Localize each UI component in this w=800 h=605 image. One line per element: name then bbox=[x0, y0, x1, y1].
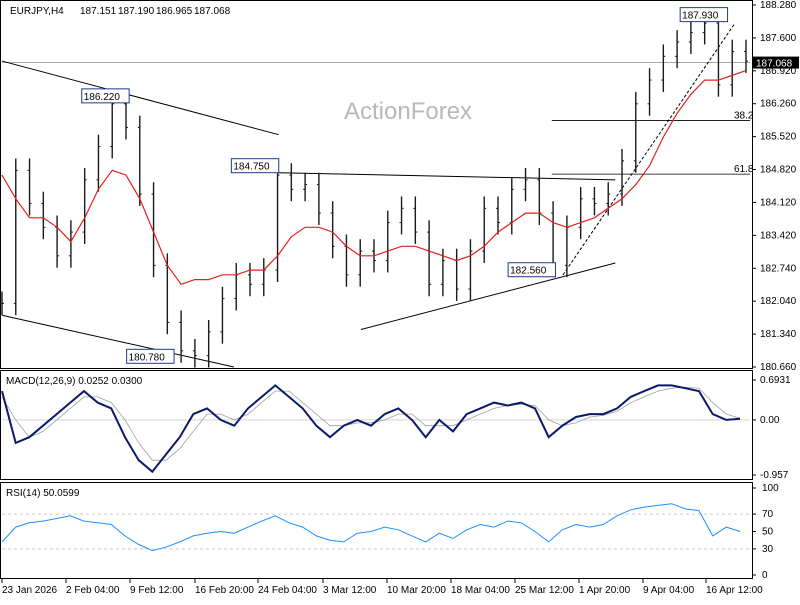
symbol-label: EURJPY,H4 bbox=[10, 6, 64, 17]
price-ytick-label: 188.280 bbox=[760, 0, 797, 11]
fib-label-0: 38.2 bbox=[734, 110, 754, 121]
xtick-label: 16 Apr 12:00 bbox=[706, 585, 763, 596]
macd-label: MACD(12,26,9) 0.0252 0.0300 bbox=[6, 376, 143, 387]
last-price-tag bbox=[753, 56, 799, 69]
xtick-label: 16 Feb 20:00 bbox=[195, 585, 254, 596]
last-price-tag-label: 187.068 bbox=[756, 59, 793, 70]
macd-ytick-label: 0.00 bbox=[760, 415, 780, 426]
rsi-line bbox=[1, 503, 741, 552]
ohlc-close: 187.068 bbox=[194, 6, 231, 17]
trendline-0 bbox=[1, 60, 279, 136]
xtick-label: 2 Feb 04:00 bbox=[66, 585, 120, 596]
price-header: EURJPY,H4 187.151 187.190 186.965 187.06… bbox=[10, 6, 231, 17]
annotation-label-2: 184.750 bbox=[233, 162, 270, 173]
xtick-label: 18 Mar 04:00 bbox=[451, 585, 510, 596]
ohlc-open: 187.151 bbox=[80, 6, 117, 17]
xtick-label: 1 Apr 20:00 bbox=[579, 585, 631, 596]
xtick-label: 9 Feb 12:00 bbox=[130, 585, 184, 596]
annotation-box-0 bbox=[81, 88, 130, 104]
macd-plot bbox=[1, 384, 750, 474]
xtick-label: 24 Feb 04:00 bbox=[258, 585, 317, 596]
price-ytick-label: 184.820 bbox=[760, 165, 797, 176]
price-ytick-label: 183.420 bbox=[760, 230, 797, 241]
macd-ytick-label: -0.957 bbox=[760, 470, 789, 481]
price-ytick-label: 186.260 bbox=[760, 99, 797, 110]
annotation-label-4: 187.930 bbox=[682, 11, 719, 22]
price-plot: 38.2 61.8 186.220 180.780 184.750 182.560 187.… bbox=[0, 7, 754, 368]
xtick-label: 9 Apr 04:00 bbox=[643, 585, 695, 596]
annotation-box-3 bbox=[507, 262, 557, 278]
rsi-plot bbox=[1, 503, 750, 552]
rsi-panel-frame bbox=[0, 482, 753, 579]
moving-average-line bbox=[1, 70, 747, 286]
ohlc-high: 187.190 bbox=[118, 6, 155, 17]
annotation-label-3: 182.560 bbox=[510, 266, 547, 277]
annotation-label-0: 186.220 bbox=[84, 92, 121, 103]
xtick-label: 10 Mar 20:00 bbox=[387, 585, 446, 596]
price-ytick-label: 187.600 bbox=[760, 33, 797, 44]
watermark: ActionForex bbox=[344, 98, 472, 125]
annotation-box-2 bbox=[230, 158, 280, 174]
rsi-ytick-label: 0 bbox=[762, 570, 768, 581]
trendline-4 bbox=[562, 22, 736, 276]
price-ytick-label: 180.660 bbox=[760, 362, 797, 373]
price-ytick-label: 184.120 bbox=[760, 197, 797, 208]
macd-panel-frame bbox=[0, 370, 753, 480]
price-ytick-label: 186.920 bbox=[760, 66, 797, 77]
annotation-box-4 bbox=[679, 7, 729, 23]
ohlc-low: 186.965 bbox=[156, 6, 193, 17]
rsi-label: RSI(14) 50.0599 bbox=[6, 488, 80, 499]
xtick-label: 3 Mar 12:00 bbox=[323, 585, 377, 596]
price-panel-frame bbox=[0, 0, 753, 369]
macd-line bbox=[1, 384, 741, 474]
rsi-ytick-label: 70 bbox=[762, 509, 774, 520]
xtick-label: 25 Mar 12:00 bbox=[515, 585, 574, 596]
rsi-ytick-label: 50 bbox=[762, 527, 774, 538]
fib-label-1: 61.8 bbox=[734, 164, 754, 175]
trendline-2 bbox=[278, 172, 616, 181]
trendline-3 bbox=[360, 262, 616, 330]
rsi-ytick-label: 100 bbox=[762, 483, 779, 494]
annotation-label-1: 180.780 bbox=[129, 352, 166, 363]
price-ytick-label: 182.040 bbox=[760, 296, 797, 307]
macd-signal-line bbox=[1, 386, 741, 461]
rsi-ytick-label: 30 bbox=[762, 544, 774, 555]
price-ytick-label: 182.740 bbox=[760, 263, 797, 274]
xtick-label: 23 Jan 2026 bbox=[2, 585, 57, 596]
annotation-box-1 bbox=[126, 348, 175, 364]
price-ytick-label: 181.340 bbox=[760, 329, 797, 340]
macd-ytick-label: 0.6931 bbox=[760, 375, 791, 386]
price-ytick-label: 185.520 bbox=[760, 132, 797, 143]
